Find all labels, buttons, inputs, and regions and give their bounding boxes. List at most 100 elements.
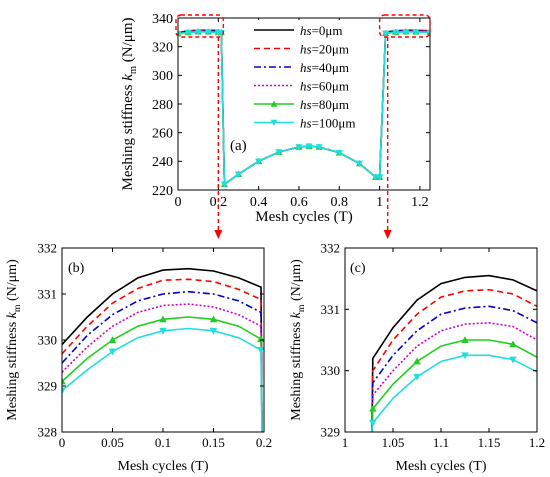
- panel-label: (a): [230, 138, 247, 154]
- y-tick-label: 220: [152, 184, 173, 199]
- y-tick-label: 340: [152, 12, 173, 27]
- x-tick-label: 0.2: [210, 195, 228, 210]
- series-marker-5-8: [255, 158, 263, 166]
- legend-label-0: hs=0μm: [300, 23, 342, 38]
- series-marker-4-4: [257, 335, 264, 343]
- y-tick-label: 330: [321, 363, 341, 378]
- y-tick-label: 280: [152, 98, 173, 113]
- series-marker-5-3: [209, 327, 218, 335]
- x-tick-label: 1.05: [382, 435, 405, 450]
- x-tick-label: 0.15: [202, 435, 225, 450]
- legend-label-value: =80μm: [312, 97, 349, 112]
- series-marker-4-1: [108, 336, 117, 343]
- series-marker-4-0: [62, 377, 66, 385]
- zoom-box-0: [175, 14, 225, 38]
- y-axis-label-sub: m: [12, 304, 23, 312]
- series-marker-5-1: [184, 29, 192, 37]
- panel-a-chart: 0 0.2 0.4 0.6 0.8 1 1.2 220 240 260 280 300 320 340 Me…: [120, 12, 431, 225]
- series-line-5: [371, 354, 537, 432]
- x-tick-label: 1.15: [478, 435, 501, 450]
- series-line-3: [371, 321, 537, 432]
- legend-label-value: =60μm: [312, 79, 349, 94]
- series-marker-5-18: [392, 29, 400, 37]
- panel-b-chart: 0 0.05 0.1 0.15 0.2 328 329 330 331 332 Mesh cycle…: [5, 241, 272, 474]
- series-group: [62, 267, 264, 432]
- legend-label-value: =0μm: [312, 23, 343, 38]
- series-line-0: [371, 274, 537, 432]
- zoom-box-1: [378, 14, 431, 38]
- x-tick-label: 0.6: [290, 195, 308, 210]
- series-marker-5-3: [204, 29, 212, 36]
- legend-marker-5: [270, 119, 278, 126]
- series-marker-5-14: [355, 160, 364, 168]
- zoom-arrow-head-1: [383, 230, 392, 239]
- y-tick-label: 331: [321, 302, 341, 317]
- y-axis-label-sub: m: [128, 66, 139, 74]
- series-line-3: [62, 303, 263, 432]
- series-marker-5-0: [62, 387, 66, 395]
- y-axis-label-unit: (N/μm): [120, 17, 136, 65]
- legend-label-var: hs: [300, 116, 312, 131]
- legend-label-var: hs: [300, 79, 312, 94]
- series-line-1: [371, 288, 537, 432]
- y-axis-label-var: k: [5, 311, 20, 318]
- series-line-2: [62, 290, 263, 432]
- y-axis-label-text: Meshing stiffness: [5, 318, 20, 420]
- series-marker-5-1: [413, 373, 421, 381]
- series-marker-5-6: [220, 181, 228, 188]
- x-tick-label: 1: [376, 195, 383, 210]
- series-marker-5-7: [234, 171, 243, 178]
- series-marker-5-10: [295, 144, 303, 151]
- y-tick-label: 328: [38, 425, 58, 440]
- series-marker-5-9: [275, 149, 283, 156]
- series-line-4: [62, 316, 263, 432]
- legend-label-value: =100μm: [312, 116, 356, 131]
- y-axis-label-text: Meshing stiffness: [120, 81, 136, 191]
- y-tick-label: 329: [321, 425, 341, 440]
- series-line-0: [62, 267, 263, 432]
- y-tick-label: 332: [321, 241, 341, 256]
- legend: hs=0μmhs=20μmhs=40μmhs=60μmhs=80μmhs=100…: [244, 20, 356, 134]
- zoom-arrow-head-0: [214, 230, 223, 239]
- legend-box: [244, 20, 356, 134]
- x-tick-label: 0.2: [256, 435, 272, 450]
- legend-label-3: hs=60μm: [300, 79, 349, 94]
- series-marker-4-2: [159, 315, 167, 323]
- series-marker-5-1: [108, 348, 117, 356]
- legend-marker-4: [270, 100, 278, 107]
- plot-frame: [344, 247, 538, 433]
- series-marker-5-17: [382, 30, 390, 38]
- y-axis-label-unit: (N/μm): [289, 259, 304, 305]
- series-marker-5-20: [412, 29, 420, 36]
- x-tick-label: 0.05: [101, 435, 124, 450]
- series-line-1: [62, 278, 263, 432]
- y-axis-label: Meshing stiffness km (N/μm): [289, 259, 307, 421]
- series-line-5: [62, 327, 263, 432]
- y-tick-label: 320: [152, 41, 173, 56]
- y-axis-label-sub: m: [296, 304, 307, 312]
- legend-label-value: =40μm: [312, 60, 349, 75]
- series-group: [178, 27, 430, 188]
- y-tick-label: 240: [152, 155, 173, 170]
- series-line-5: [178, 31, 430, 186]
- series-marker-4-0: [369, 404, 377, 412]
- series-marker-4-1: [413, 357, 421, 365]
- series-marker-5-19: [402, 29, 410, 36]
- series-group: [369, 274, 537, 432]
- y-axis-label-var: k: [289, 311, 304, 318]
- series-marker-5-2: [461, 352, 469, 360]
- series-marker-5-3: [509, 356, 517, 364]
- panel-label: (c): [350, 261, 366, 276]
- y-tick-label: 332: [38, 241, 58, 256]
- series-marker-5-2: [194, 29, 202, 36]
- x-axis-label: Mesh cycles (T): [255, 209, 352, 225]
- y-axis-label-var: k: [120, 74, 136, 81]
- legend-label-var: hs: [300, 97, 312, 112]
- series-marker-5-21: [426, 29, 430, 37]
- legend-label-5: hs=100μm: [300, 116, 355, 131]
- series-marker-5-12: [315, 144, 323, 151]
- panel-c-chart: 1 1.05 1.1 1.15 1.2 329 330 331 332 Mesh cycles (…: [289, 241, 545, 474]
- y-tick-label: 260: [152, 127, 173, 142]
- legend-label-var: hs: [300, 42, 312, 57]
